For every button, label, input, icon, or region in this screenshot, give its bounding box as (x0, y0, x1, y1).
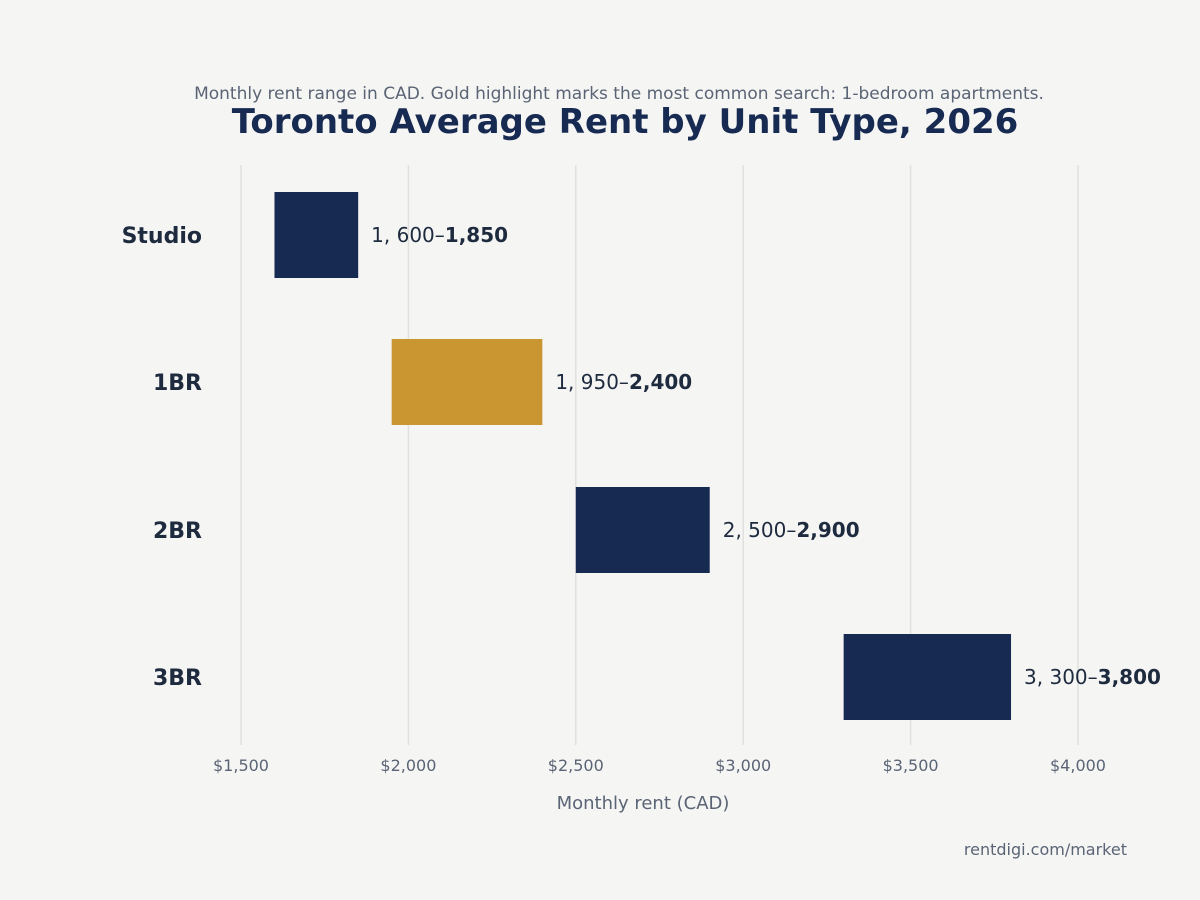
category-label: 3BR (153, 666, 202, 691)
range-bar-studio (274, 192, 359, 278)
range-bar-1br (391, 339, 543, 425)
data-label-low: 3, 300– (1024, 665, 1098, 689)
bars (274, 192, 1012, 720)
data-label-3br: 3, 300–3,800 (1024, 665, 1161, 689)
category-label: 1BR (153, 371, 202, 396)
source-note: rentdigi.com/market (964, 840, 1127, 859)
data-label-high: 3,800 (1098, 665, 1161, 689)
range-bar-2br (575, 487, 710, 573)
range-bar-3br (843, 634, 1012, 720)
chart-subtitle: Monthly rent range in CAD. Gold highligh… (194, 84, 1044, 104)
data-label-low: 1, 600– (371, 223, 445, 247)
data-label-studio: 1, 600–1,850 (371, 223, 508, 247)
x-tick-label: $2,500 (548, 756, 604, 775)
x-tick-label: $1,500 (213, 756, 269, 775)
data-label-low: 1, 950– (555, 370, 629, 394)
data-label-high: 2,400 (629, 370, 692, 394)
chart-title: Toronto Average Rent by Unit Type, 2026 (232, 102, 1019, 142)
category-label: 2BR (153, 519, 202, 544)
x-tick-labels: $1,500 $2,000 $2,500 $3,000 $3,500 $4,000 (213, 756, 1106, 775)
data-label-2br: 2, 500–2,900 (723, 518, 860, 542)
grid-lines (240, 165, 1079, 745)
x-tick-label: $3,500 (883, 756, 939, 775)
category-label: Studio (122, 224, 202, 249)
data-labels: 1, 600–1,850 1, 950–2,400 2, 500–2,900 3, 3… (371, 223, 1161, 689)
data-label-1br: 1, 950–2,400 (555, 370, 692, 394)
data-label-high: 2,900 (796, 518, 859, 542)
data-label-high: 1,850 (445, 223, 508, 247)
x-axis-label: Monthly rent (CAD) (557, 793, 730, 814)
category-labels: Studio 1BR 2BR 3BR (122, 224, 202, 691)
x-tick-label: $2,000 (380, 756, 436, 775)
x-tick-label: $4,000 (1050, 756, 1106, 775)
x-tick-label: $3,000 (715, 756, 771, 775)
data-label-low: 2, 500– (723, 518, 797, 542)
